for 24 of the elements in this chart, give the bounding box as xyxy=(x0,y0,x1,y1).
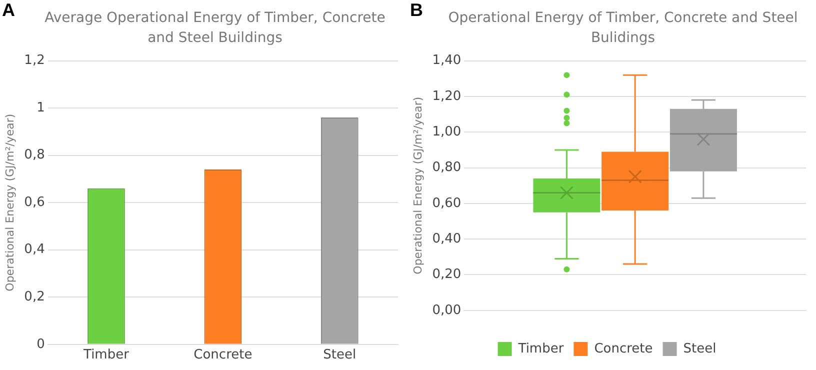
chart-title: Operational Energy of Timber, Concrete and Steel Bulidings xyxy=(448,9,798,48)
y-tick-label: 0,6 xyxy=(24,194,45,210)
y-tick-label: 1 xyxy=(36,100,45,116)
text: A xyxy=(2,0,15,21)
y-tick-label: 1,40 xyxy=(432,53,462,68)
x-tick-label: Timber xyxy=(82,348,130,363)
x-tick-label: Concrete xyxy=(194,348,252,363)
y-tick-label: 0,00 xyxy=(432,302,462,318)
y-tick-label: 0,20 xyxy=(432,267,462,282)
y-tick-label: 0,2 xyxy=(24,290,45,305)
y-tick-label: 0,4 xyxy=(24,242,45,258)
x-tick-label: Steel xyxy=(323,348,356,363)
y-tick-label: 0 xyxy=(36,336,45,352)
y-tick-label: 0,60 xyxy=(432,196,462,211)
y-axis-title: Operational Energy (GJ/m²/year) xyxy=(3,114,16,292)
y-tick-label: 0,80 xyxy=(432,160,462,176)
chart-title: Average Operational Energy of Timber, Concrete and Steel Buildings xyxy=(44,9,386,48)
y-tick-label: 1,20 xyxy=(432,88,462,104)
y-tick-label: 0,40 xyxy=(432,231,462,246)
y-tick-label: 0,8 xyxy=(24,148,45,163)
y-tick-label: 1,2 xyxy=(24,53,45,68)
y-axis-title: Operational Energy (GJ/m²/year) xyxy=(411,96,424,274)
y-tick-label: 1,00 xyxy=(432,124,462,140)
text: B xyxy=(410,0,423,21)
